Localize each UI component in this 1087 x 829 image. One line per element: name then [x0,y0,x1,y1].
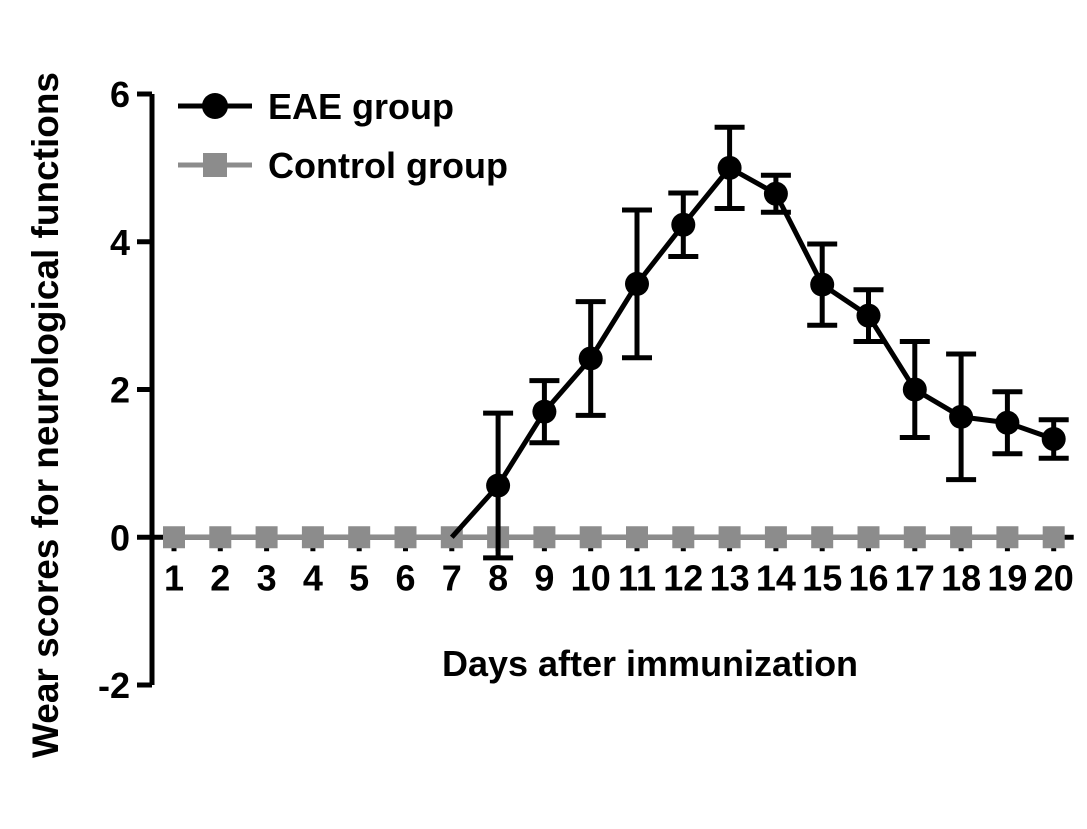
control-point [1042,526,1065,549]
x-tick-label: 10 [571,557,611,598]
eae-point [1041,426,1066,451]
control-point [626,526,648,549]
x-tick-label: 9 [534,557,554,598]
control-point [348,526,371,549]
x-tick-label: 16 [848,557,888,598]
x-tick-label: 1 [164,557,184,598]
control-point [903,526,926,549]
control-point [163,526,185,549]
legend-label: EAE group [268,86,454,127]
control-point [857,526,880,549]
eae-point [995,410,1020,435]
control-point [672,526,695,549]
control-point [579,526,602,549]
x-tick-label: 3 [257,557,277,598]
x-tick-label: 7 [442,557,462,598]
eae-series [449,124,1069,561]
y-axis-label: Wear scores for neurological functions [25,72,66,758]
control-point [811,526,834,549]
x-tick-label: 19 [987,557,1027,598]
x-tick-label: 20 [1034,557,1074,598]
y-tick-label: 2 [110,370,130,411]
x-tick-label: 4 [303,557,323,598]
control-series [163,526,1065,549]
x-axis-label: Days after immunization [442,643,858,684]
legend-marker-square [203,153,227,177]
eae-point [763,181,788,206]
eae-point [717,155,742,180]
legend: EAE group Control group [178,86,508,186]
x-tick-label: 2 [210,557,230,598]
control-point [950,526,973,549]
eae-point [856,303,881,328]
control-point [996,526,1019,549]
legend-marker-circle [202,93,228,119]
y-tick-label: 4 [110,222,130,263]
eae-point [810,272,835,297]
eae-point [949,404,974,429]
control-point [209,526,232,549]
eae-point [532,399,557,424]
x-tick-label: 14 [756,557,796,598]
y-tick-label: 6 [110,74,130,115]
control-point [764,526,787,549]
x-tick-label: 15 [802,557,842,598]
x-tick-label: 6 [395,557,415,598]
eae-point [578,346,603,371]
legend-label: Control group [268,145,508,186]
eae-point [486,473,511,498]
eae-point [625,271,649,296]
x-tick-label: 11 [618,557,656,598]
y-tick-label: -2 [98,665,130,706]
y-tick-label: 0 [110,517,130,558]
control-point [533,526,556,549]
control-point [718,526,741,549]
x-tick-label: 17 [895,557,935,598]
eae-point [671,212,696,237]
x-tick-label: 5 [349,557,369,598]
control-point [255,526,278,549]
control-point [394,526,417,549]
x-tick-label: 13 [710,557,750,598]
x-tick-label: 8 [488,557,508,598]
x-tick-label: 18 [941,557,981,598]
x-tick-label: 12 [663,557,703,598]
control-point [301,526,324,549]
eae-point [902,377,927,402]
